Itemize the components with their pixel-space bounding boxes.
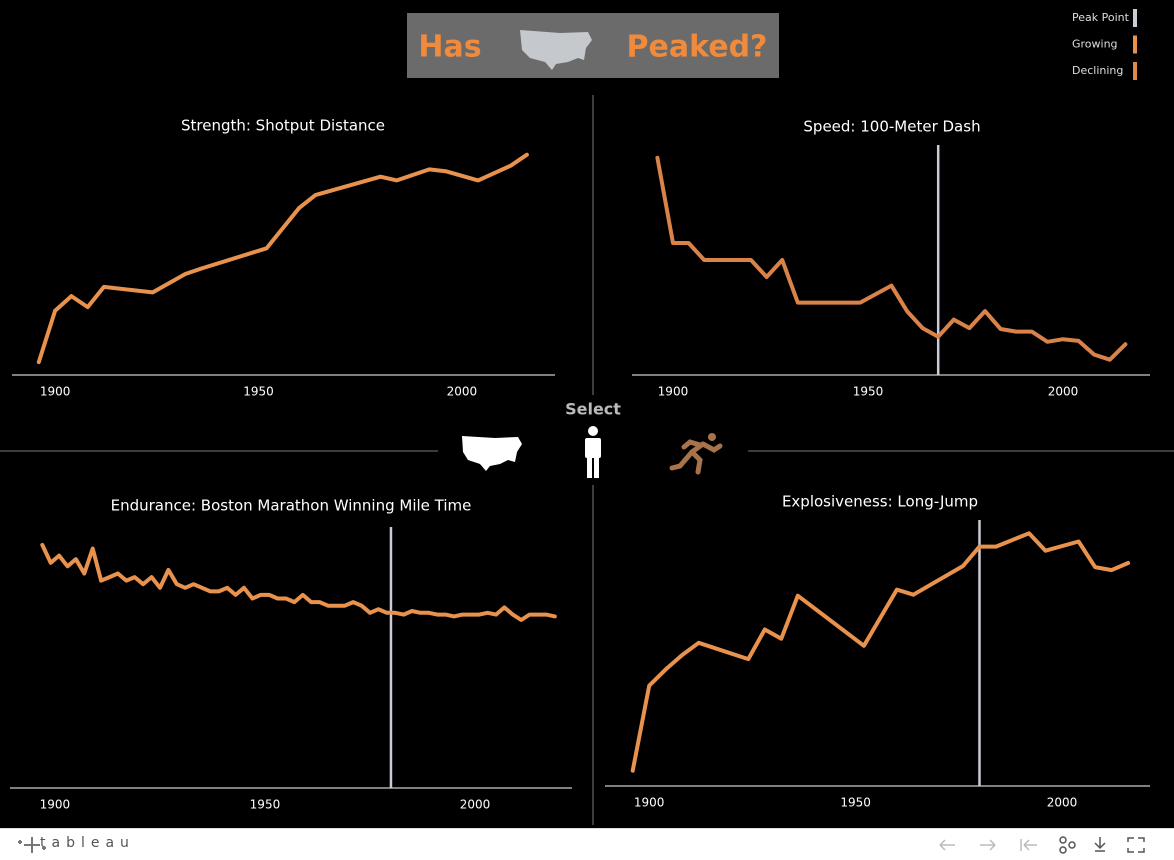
chart-title: Strength: Shotput Distance [181, 117, 385, 135]
dashboard: Has Peaked? Select Peak Point Growing Decl… [0, 9, 1174, 825]
x-tick-label: 1900 [634, 796, 665, 810]
chart-title: Endurance: Boston Marathon Winning Mile … [111, 497, 472, 515]
x-tick-label: 1950 [250, 798, 281, 812]
x-tick-label: 2000 [1047, 796, 1078, 810]
person-filter-icon[interactable] [585, 426, 601, 478]
brand[interactable]: tableau [40, 835, 135, 851]
x-tick-label: 1900 [40, 798, 71, 812]
x-tick-label: 2000 [447, 385, 478, 399]
x-tick-label: 1950 [840, 796, 871, 810]
runner-filter-icon[interactable] [669, 433, 723, 475]
us-filter-icon[interactable] [462, 436, 522, 471]
x-tick-label: 1950 [853, 385, 884, 399]
us-map-icon [520, 30, 592, 70]
data-line [630, 531, 1131, 773]
legend-swatch [1133, 9, 1137, 27]
chart-title: Speed: 100-Meter Dash [803, 118, 980, 136]
x-tick-label: 2000 [460, 798, 491, 812]
data-line [36, 152, 529, 365]
select-label: Select [565, 400, 621, 419]
legend-label: Peak Point [1072, 11, 1130, 24]
footer: tableau [0, 828, 1174, 860]
x-tick-label: 2000 [1048, 385, 1079, 399]
title-right: Peaked? [627, 30, 768, 65]
toolbar[interactable] [935, 831, 1165, 859]
data-line [40, 542, 557, 622]
legend-swatch [1133, 62, 1137, 80]
legend-swatch [1133, 35, 1137, 54]
brand-logo [18, 837, 46, 853]
title-box [407, 13, 779, 78]
x-tick-label: 1950 [243, 385, 274, 399]
title-left: Has [418, 30, 481, 65]
chart-title: Explosiveness: Long-Jump [782, 493, 978, 511]
x-tick-label: 1900 [658, 385, 689, 399]
x-tick-label: 1900 [40, 385, 71, 399]
legend-label: Growing [1072, 38, 1118, 51]
legend-label: Declining [1072, 64, 1123, 77]
data-line [655, 155, 1128, 362]
